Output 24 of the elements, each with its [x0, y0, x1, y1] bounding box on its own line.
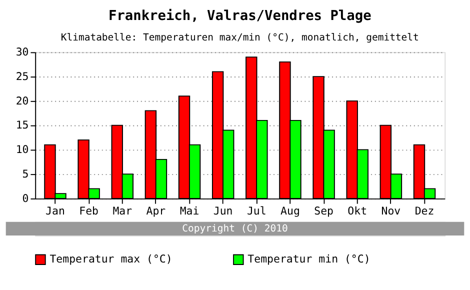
x-tick-label: Sep — [314, 204, 334, 218]
legend-label: Temperatur max (°C) — [50, 252, 172, 266]
chart-title: Frankreich, Valras/Vendres Plage — [108, 8, 372, 24]
x-tick-label: Jul — [246, 204, 266, 218]
y-tick-label: 25 — [16, 70, 29, 83]
x-tick-label: Mai — [180, 204, 200, 218]
y-tick-label: 10 — [16, 143, 29, 156]
legend-label: Temperatur min (°C) — [248, 252, 370, 266]
y-tick-label: 20 — [16, 94, 29, 108]
x-tick-label: Jun — [213, 204, 233, 218]
x-tick-label: Mar — [112, 204, 133, 218]
x-tick-label: Jan — [46, 204, 65, 218]
x-tick-label: Aug — [280, 204, 300, 218]
x-tick-label: Okt — [348, 204, 368, 218]
y-tick-label: 30 — [16, 46, 29, 59]
x-tick-label: Nov — [381, 204, 401, 218]
chart-subtitle: Klimatabelle: Temperaturen max/min (°C), monatlich, gemittelt — [60, 32, 419, 44]
y-tick-label: 15 — [16, 118, 29, 132]
x-tick-label: Feb — [79, 204, 98, 218]
x-tick-label: Apr — [146, 204, 166, 218]
text: Copyright (C) 2010 — [182, 224, 288, 235]
y-tick-label: 5 — [22, 167, 29, 180]
x-tick-label: Dez — [414, 204, 434, 218]
y-tick-label: 0 — [22, 192, 29, 205]
